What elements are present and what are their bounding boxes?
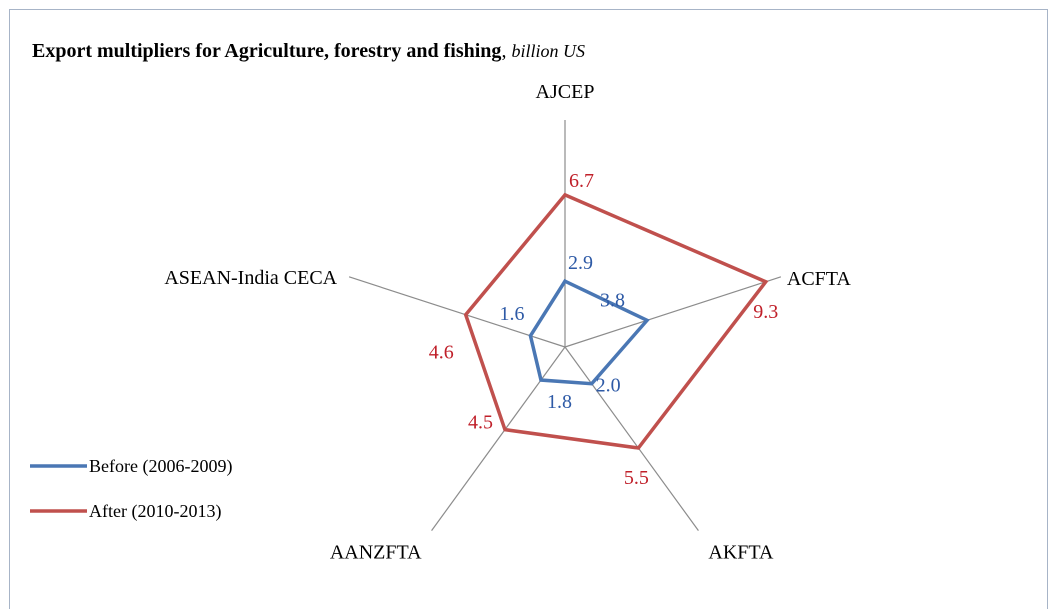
series-1-point-2 xyxy=(636,446,640,450)
axis-spoke-2 xyxy=(564,346,699,531)
chart-title: Export multipliers for Agriculture, fore… xyxy=(32,40,585,62)
data-label-1-3: 4.5 xyxy=(468,412,493,434)
chart-frame xyxy=(9,9,1048,609)
data-label-0-1: 3.8 xyxy=(600,289,625,311)
legend-label-0: Before (2006-2009) xyxy=(89,456,232,477)
axis-spoke-1 xyxy=(564,276,782,348)
series-line-1 xyxy=(463,192,769,450)
axis-label-2: AKFTA xyxy=(708,542,774,564)
series-0-point-0 xyxy=(563,279,567,283)
legend-label-1: After (2010-2013) xyxy=(89,501,221,522)
axis-label-0: AJCEP xyxy=(536,81,595,103)
data-label-0-0: 2.9 xyxy=(568,252,593,274)
series-0-point-3 xyxy=(539,378,543,382)
data-label-1-1: 9.3 xyxy=(753,301,778,323)
data-label-1-4: 4.6 xyxy=(429,342,454,364)
series-1-point-3 xyxy=(503,428,507,432)
series-0-point-1 xyxy=(645,318,649,322)
series-0-point-2 xyxy=(590,382,594,386)
data-label-1-0: 6.7 xyxy=(569,170,594,192)
series-1-point-0 xyxy=(563,193,567,197)
axis-label-4: ASEAN-India CECA xyxy=(164,267,337,289)
axis-spoke-4 xyxy=(348,276,566,348)
series-1-point-1 xyxy=(764,280,768,284)
data-label-1-2: 5.5 xyxy=(624,467,649,489)
data-label-0-2: 2.0 xyxy=(596,375,621,397)
chart-subtitle: billion US xyxy=(511,41,585,61)
series-line-0 xyxy=(528,278,650,386)
data-label-0-3: 1.8 xyxy=(547,391,572,413)
chart-title-main: Export multipliers for Agriculture, fore… xyxy=(32,40,502,62)
axis-label-1: ACFTA xyxy=(787,268,852,290)
axis-spoke-3 xyxy=(431,346,566,531)
series-1-point-4 xyxy=(464,313,468,317)
axis-label-3: AANZFTA xyxy=(330,542,422,564)
data-label-0-4: 1.6 xyxy=(499,303,524,325)
series-0-point-4 xyxy=(528,334,532,338)
